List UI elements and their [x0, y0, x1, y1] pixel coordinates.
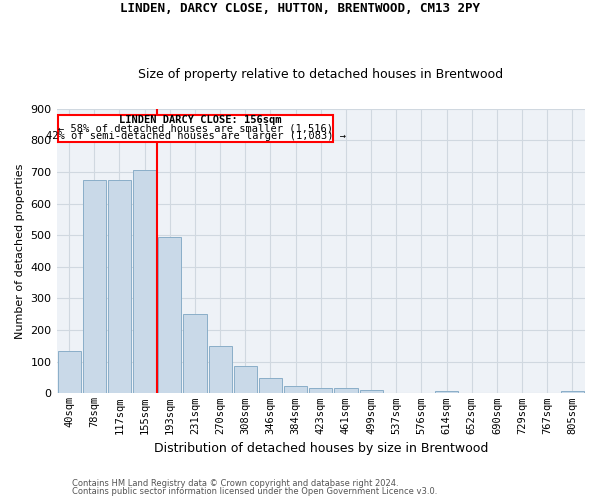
FancyBboxPatch shape [58, 115, 334, 142]
Bar [435, 391, 458, 394]
Bar [309, 388, 332, 394]
Bar [259, 378, 282, 394]
Bar [184, 314, 206, 394]
Text: LINDEN, DARCY CLOSE, HUTTON, BRENTWOOD, CM13 2PY: LINDEN, DARCY CLOSE, HUTTON, BRENTWOOD, … [120, 2, 480, 16]
Bar [108, 180, 131, 394]
Bar [561, 390, 584, 394]
Y-axis label: Number of detached properties: Number of detached properties [15, 164, 25, 338]
Bar [83, 180, 106, 394]
Bar [58, 350, 80, 394]
Bar [334, 388, 358, 394]
Text: LINDEN DARCY CLOSE: 156sqm: LINDEN DARCY CLOSE: 156sqm [119, 116, 282, 126]
Text: Contains HM Land Registry data © Crown copyright and database right 2024.: Contains HM Land Registry data © Crown c… [72, 478, 398, 488]
Title: Size of property relative to detached houses in Brentwood: Size of property relative to detached ho… [138, 68, 503, 81]
Bar [158, 238, 181, 394]
Text: 42% of semi-detached houses are larger (1,083) →: 42% of semi-detached houses are larger (… [46, 131, 346, 141]
Bar [359, 390, 383, 394]
X-axis label: Distribution of detached houses by size in Brentwood: Distribution of detached houses by size … [154, 442, 488, 455]
Bar [133, 170, 156, 394]
Bar [209, 346, 232, 394]
Bar [234, 366, 257, 394]
Bar [284, 386, 307, 394]
Text: ← 58% of detached houses are smaller (1,516): ← 58% of detached houses are smaller (1,… [58, 123, 333, 133]
Text: Contains public sector information licensed under the Open Government Licence v3: Contains public sector information licen… [72, 487, 437, 496]
